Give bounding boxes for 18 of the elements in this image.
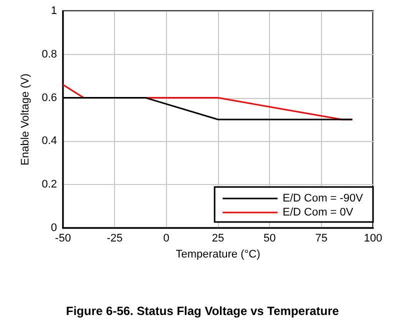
x-tick-label: 50: [264, 232, 276, 244]
y-axis-title: Enable Voltage (V): [19, 74, 32, 166]
x-tick-label: 0: [163, 232, 170, 244]
legend-label: E/D Com = 0V: [282, 206, 354, 218]
y-tick-label: 0: [50, 222, 57, 234]
y-tick-label: 0.6: [42, 92, 57, 104]
x-tick-label: -25: [106, 232, 123, 244]
legend-label: E/D Com = -90V: [282, 192, 364, 204]
x-tick-label: -50: [55, 232, 71, 244]
y-tick-label: 1: [50, 5, 57, 17]
y-tick-label: 0.2: [42, 178, 57, 191]
x-tick-label: 25: [212, 232, 224, 244]
text: Figure 6-56. Status Flag Voltage vs Temperature: [66, 304, 340, 318]
x-tick-label: 75: [315, 232, 328, 244]
y-tick-label: 0.8: [42, 48, 57, 60]
x-axis-title: Temperature (°C): [176, 248, 260, 260]
x-tick-label: 100: [364, 232, 382, 244]
y-tick-label: 0.4: [42, 135, 57, 148]
